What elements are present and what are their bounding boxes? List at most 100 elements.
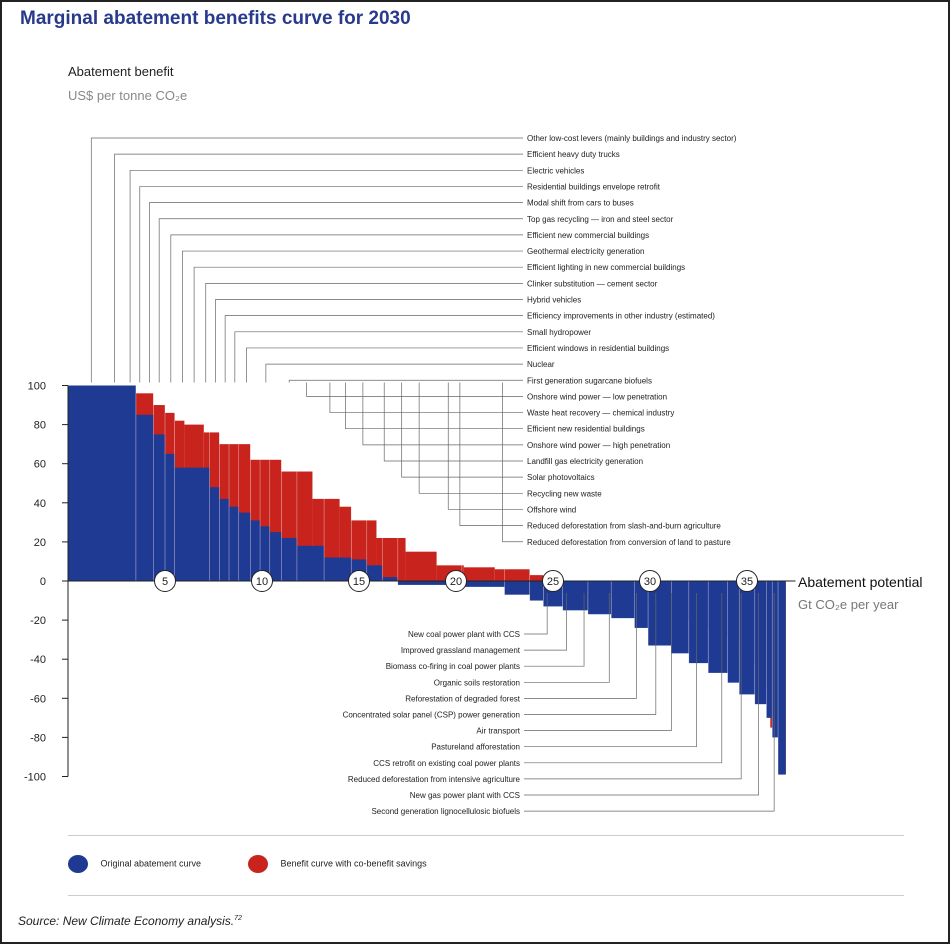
annotation-leader [149, 202, 523, 383]
original-bar [772, 581, 779, 738]
annotation-leader [288, 379, 523, 383]
y-tick-label: -40 [30, 654, 46, 666]
annotation-label: Air transport [476, 727, 520, 736]
annotation-leader [418, 382, 523, 494]
x-tick-label: 25 [547, 576, 559, 588]
annotation-label: Efficient windows in residential buildin… [527, 344, 669, 353]
annotation-leader [193, 266, 523, 383]
annotation-leader [345, 382, 523, 430]
original-bar [708, 581, 728, 673]
cobenefit-bar [494, 569, 530, 581]
y-tick-label: -100 [24, 772, 46, 784]
annotation-leader [215, 299, 523, 383]
annotation-leader [524, 593, 637, 699]
annotation-leader [524, 593, 567, 651]
original-bar [366, 565, 383, 581]
y-tick-label: 0 [40, 576, 46, 588]
legend-label-original: Original abatement curve [100, 858, 202, 869]
annotation-leader [246, 347, 523, 383]
y-axis-label: Abatement benefit [68, 64, 174, 79]
annotation-leader [265, 363, 523, 383]
annotations-layer: Other low-cost levers (mainly buildings … [90, 134, 775, 816]
original-bar [461, 581, 505, 587]
annotation-leader [524, 593, 610, 683]
annotation-label: Recycling new waste [527, 489, 602, 498]
annotation-leader [447, 382, 523, 510]
annotation-label: Concentrated solar panel (CSP) power gen… [343, 711, 520, 720]
annotation-label: Reduced deforestation from conversion of… [527, 538, 731, 547]
annotation-leader [329, 382, 523, 413]
annotation-leader [524, 593, 742, 780]
annotation-label: Other low-cost levers (mainly buildings … [527, 134, 737, 143]
y-tick-label: -60 [30, 693, 46, 705]
x-tick-badge [251, 570, 273, 592]
annotation-leader [90, 137, 523, 383]
original-bar [229, 506, 239, 581]
annotation-leader [524, 593, 672, 731]
annotation-leader [524, 593, 585, 667]
annotation-leader [524, 593, 697, 748]
annotation-label: CCS retrofit on existing coal power plan… [373, 759, 520, 768]
annotation-leader [362, 382, 523, 446]
x-axis-label: Abatement potential [798, 574, 923, 590]
annotation-label: Biomass co-firing in coal power plants [386, 662, 520, 671]
annotation-leader [114, 153, 523, 383]
x-tick-badge [348, 570, 370, 592]
annotation-label: Offshore wind [527, 505, 576, 514]
x-tick-label: 15 [353, 576, 365, 588]
original-bar [671, 581, 689, 654]
x-tick-label: 20 [450, 576, 462, 588]
original-bar [766, 581, 773, 718]
annotation-label: Reforestation of degraded forest [405, 694, 521, 703]
x-tick-badge [736, 570, 758, 592]
original-bar [269, 532, 282, 581]
original-bar [174, 467, 210, 581]
annotation-label: Clinker substitution — cement sector [527, 279, 658, 288]
original-bar [209, 487, 220, 581]
original-bar [260, 526, 270, 581]
cobenefit-bar [463, 567, 495, 581]
original-bar [504, 581, 530, 595]
x-tick-badge [445, 570, 467, 592]
original-bar [688, 581, 709, 664]
annotation-leader [306, 382, 523, 397]
annotation-label: Onshore wind power — low penetration [527, 392, 667, 401]
annotation-leader [502, 382, 523, 543]
original-bar [648, 581, 672, 646]
annotation-leader [158, 218, 523, 383]
x-tick-label: 35 [741, 576, 753, 588]
cobenefit-bar [339, 506, 352, 581]
annotation-label: Geothermal electricity generation [527, 247, 644, 256]
chart-title: Marginal abatement benefits curve for 20… [20, 8, 411, 29]
original-bar [634, 581, 649, 628]
annotation-leader [224, 315, 523, 383]
x-tick-label: 10 [256, 576, 268, 588]
axes-layer: 100 80 60 40 20 0 -20 -40 -60 -80 -100 5 10 15 20 25 30 3… [24, 381, 796, 784]
annotation-leader [524, 593, 548, 635]
annotation-label: Residential buildings envelope retrofit [527, 182, 661, 191]
y-axis-unit: US$ per tonne CO₂e [68, 88, 188, 103]
annotation-leader [170, 234, 523, 383]
original-bar [219, 498, 230, 581]
annotation-leader [182, 250, 523, 383]
original-bar [611, 581, 635, 619]
legend-label-cobenefit: Benefit curve with co-benefit savings [280, 858, 427, 869]
annotation-label: Nuclear [527, 360, 555, 369]
annotation-label: Second generation lignocellulosic biofue… [371, 807, 520, 816]
source-note: Source: New Climate Economy analysis.72 [18, 914, 242, 928]
original-bar [587, 581, 612, 615]
legend-item-original: Original abatement curve [68, 855, 201, 873]
original-bar [324, 557, 352, 581]
x-axis-unit: Gt CO₂e per year [798, 597, 899, 612]
x-tick-badge [154, 570, 176, 592]
legend-swatch-original [68, 855, 88, 873]
annotation-label: Efficient lighting in new commercial bui… [527, 263, 685, 272]
y-tick-label: 80 [34, 420, 46, 432]
y-tick-label: 60 [34, 459, 46, 471]
annotation-label: Improved grassland management [401, 646, 521, 655]
original-bar [135, 414, 154, 581]
annotation-label: Efficient heavy duty trucks [527, 150, 620, 159]
x-tick-badge [639, 570, 661, 592]
annotation-leader [524, 593, 759, 796]
